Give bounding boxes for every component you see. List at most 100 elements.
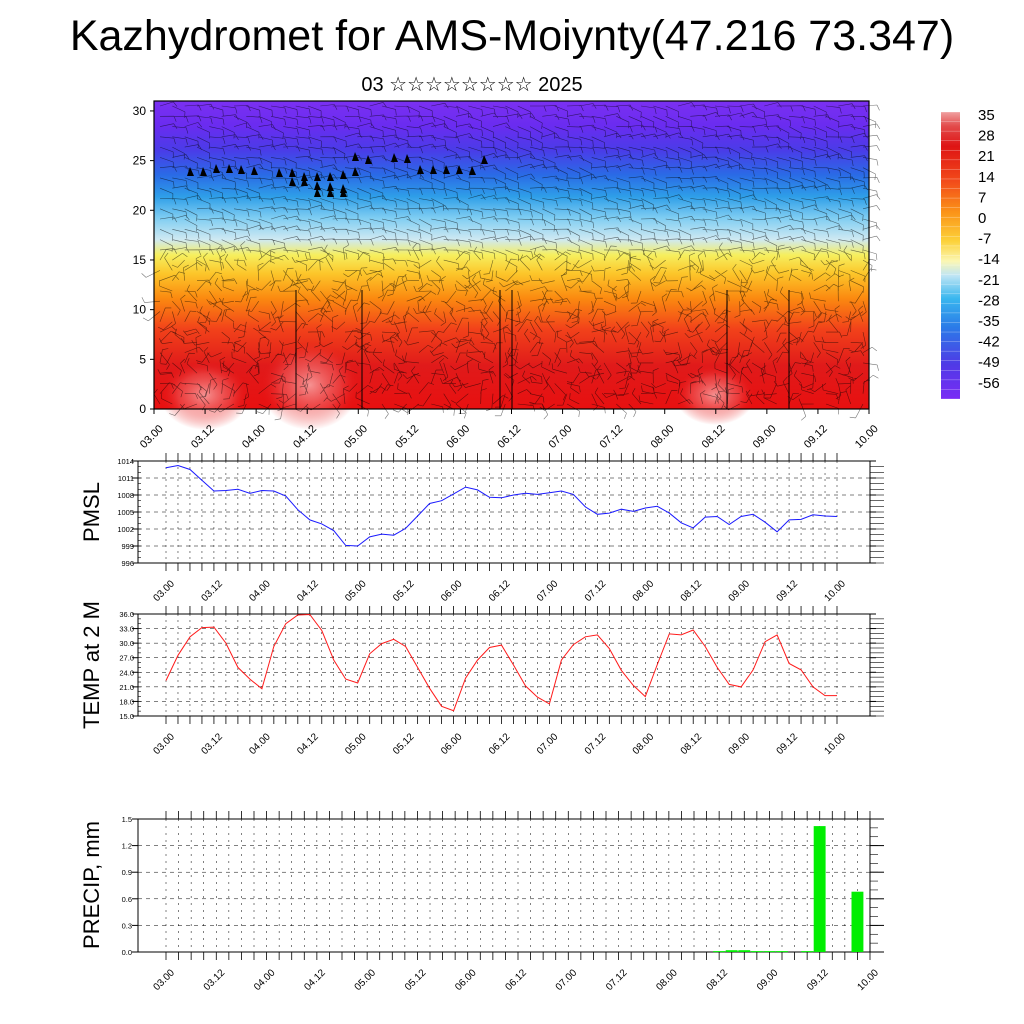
wind-flag [187, 167, 194, 176]
pmsl-axes: 1014 1011 1008 1005 1002 999 996 03.00 03.12 04.0… [117, 453, 884, 604]
colorbar-label: 35 [978, 107, 995, 124]
wind-flag [456, 165, 463, 174]
wind-flag [301, 177, 308, 186]
colorbar-label: -28 [978, 292, 1000, 309]
x-tick-label: 08.12 [679, 731, 705, 757]
wind-flag [289, 177, 296, 186]
x-tick-label: 03.12 [199, 731, 225, 757]
x-tick-label: 04.00 [252, 967, 278, 993]
precip-bar [763, 951, 776, 953]
x-tick-label: 09.12 [802, 423, 830, 451]
x-tick-label: 03.12 [199, 578, 225, 604]
y-tick-label: 0.9 [122, 868, 132, 877]
x-tick-label: 08.00 [631, 731, 657, 757]
x-tick-label: 05.12 [391, 731, 417, 757]
x-tick-label: 10.00 [822, 578, 848, 604]
x-tick-label: 08.12 [705, 967, 731, 993]
precip-frame [137, 818, 871, 953]
precip-bars [713, 826, 864, 953]
x-tick-label: 07.12 [583, 578, 609, 604]
wind-flag [289, 168, 296, 177]
x-tick-label: 06.00 [444, 423, 472, 451]
x-tick-label: 08.00 [631, 578, 657, 604]
colorbar-label: 21 [978, 148, 995, 165]
x-tick-label: 10.00 [855, 967, 881, 993]
precip-axis-label: PRECIP, mm [79, 821, 104, 949]
x-tick-label: 05.00 [353, 967, 379, 993]
x-tick-label: 05.12 [403, 967, 429, 993]
warm-core [675, 365, 755, 425]
y-tick-label: 0.0 [122, 948, 132, 957]
y-tick-label: 0.6 [122, 895, 132, 904]
colorbar-label: 0 [978, 210, 986, 227]
wind-flag [352, 152, 359, 161]
x-tick-label: 05.00 [343, 731, 369, 757]
x-tick-label: 09.12 [775, 731, 801, 757]
y-tick-label: 18.0 [119, 697, 134, 706]
x-tick-label: 03.00 [151, 967, 177, 993]
x-tick-label: 09.00 [727, 731, 753, 757]
wind-flag [276, 168, 283, 177]
x-tick-label: 09.00 [727, 578, 753, 604]
temp-panel: 36.0 33.0 30.0 27.0 24.0 21.0 18.0 15.0 03.00 03.… [79, 601, 884, 757]
y-tick-label: 1005 [117, 508, 134, 517]
precip-bar [750, 951, 763, 953]
y-tick-label: 0.3 [122, 921, 132, 930]
y-tick-label: 20 [133, 203, 147, 217]
x-tick-label: 10.00 [822, 731, 848, 757]
wind-flag [340, 170, 347, 179]
x-tick-label: 06.00 [439, 731, 465, 757]
chart-subtitle: 03 ☆☆☆☆☆☆☆☆ 2025 [361, 74, 583, 96]
x-tick-label: 04.00 [247, 731, 273, 757]
y-tick-label: 1.5 [122, 815, 132, 824]
y-tick-label: 15.0 [119, 712, 134, 721]
pmsl-frame [137, 460, 871, 564]
y-tick-label: 30 [133, 104, 147, 118]
precip-bar [801, 951, 814, 953]
colorbar-label: -14 [978, 251, 1000, 268]
x-tick-label: 03.00 [138, 423, 166, 451]
y-tick-label: 33.0 [119, 625, 134, 634]
colorbar-labels: 35 28 21 14 7 0 -7 -14 -21 -28 -35 -42 -49 -56 [978, 107, 1000, 392]
temp-grid [138, 613, 870, 717]
x-tick-label: 08.00 [654, 967, 680, 993]
wind-flag [314, 188, 321, 197]
x-tick-label: 04.12 [302, 967, 328, 993]
x-tick-label: 04.00 [247, 578, 273, 604]
x-tick-label: 04.12 [295, 731, 321, 757]
x-tick-label: 07.00 [535, 731, 561, 757]
cross-section-y-axis: 0 5 10 15 20 25 30 [133, 104, 154, 416]
x-tick-label: 05.12 [393, 423, 421, 451]
x-tick-label: 03.00 [151, 731, 177, 757]
x-tick-label: 07.12 [598, 423, 626, 451]
wind-flag [238, 165, 245, 174]
colorbar-label: -56 [978, 375, 1000, 392]
wind-flag [314, 181, 321, 190]
x-tick-label: 04.00 [240, 423, 268, 451]
x-tick-label: 08.12 [700, 423, 728, 451]
x-tick-label: 07.12 [604, 967, 630, 993]
colorbar: 35 28 21 14 7 0 -7 -14 -21 -28 -35 -42 -49 -56 [941, 107, 1000, 400]
warm-core [160, 360, 250, 430]
wind-flag [226, 164, 233, 173]
y-tick-label: 24.0 [119, 668, 134, 677]
wind-flags [187, 152, 488, 197]
pmsl-panel: 1014 1011 1008 1005 1002 999 996 03.00 03.12 04.0… [79, 453, 884, 604]
precip-bar [713, 951, 726, 953]
colorbar-label: -35 [978, 313, 1000, 330]
y-tick-label: 36.0 [119, 610, 134, 619]
precip-bar [725, 950, 738, 952]
y-tick-label: 1.2 [122, 842, 132, 851]
cross-section-x-axis: 03.00 03.12 04.00 04.12 05.00 05.12 06.00 06.12… [138, 409, 881, 451]
wind-flag [213, 164, 220, 173]
wind-flag [404, 154, 411, 163]
x-tick-label: 09.00 [751, 423, 779, 451]
chart-title: Kazhydromet for AMS-Moiynty(47.216 73.34… [69, 12, 955, 60]
x-tick-label: 06.12 [495, 423, 523, 451]
wind-flag [301, 172, 308, 181]
wind-flag [327, 172, 334, 181]
temp-series-line [165, 613, 837, 712]
y-tick-label: 10 [133, 303, 147, 317]
wind-flag [469, 166, 476, 175]
temp-axis-label: TEMP at 2 M [79, 601, 104, 729]
